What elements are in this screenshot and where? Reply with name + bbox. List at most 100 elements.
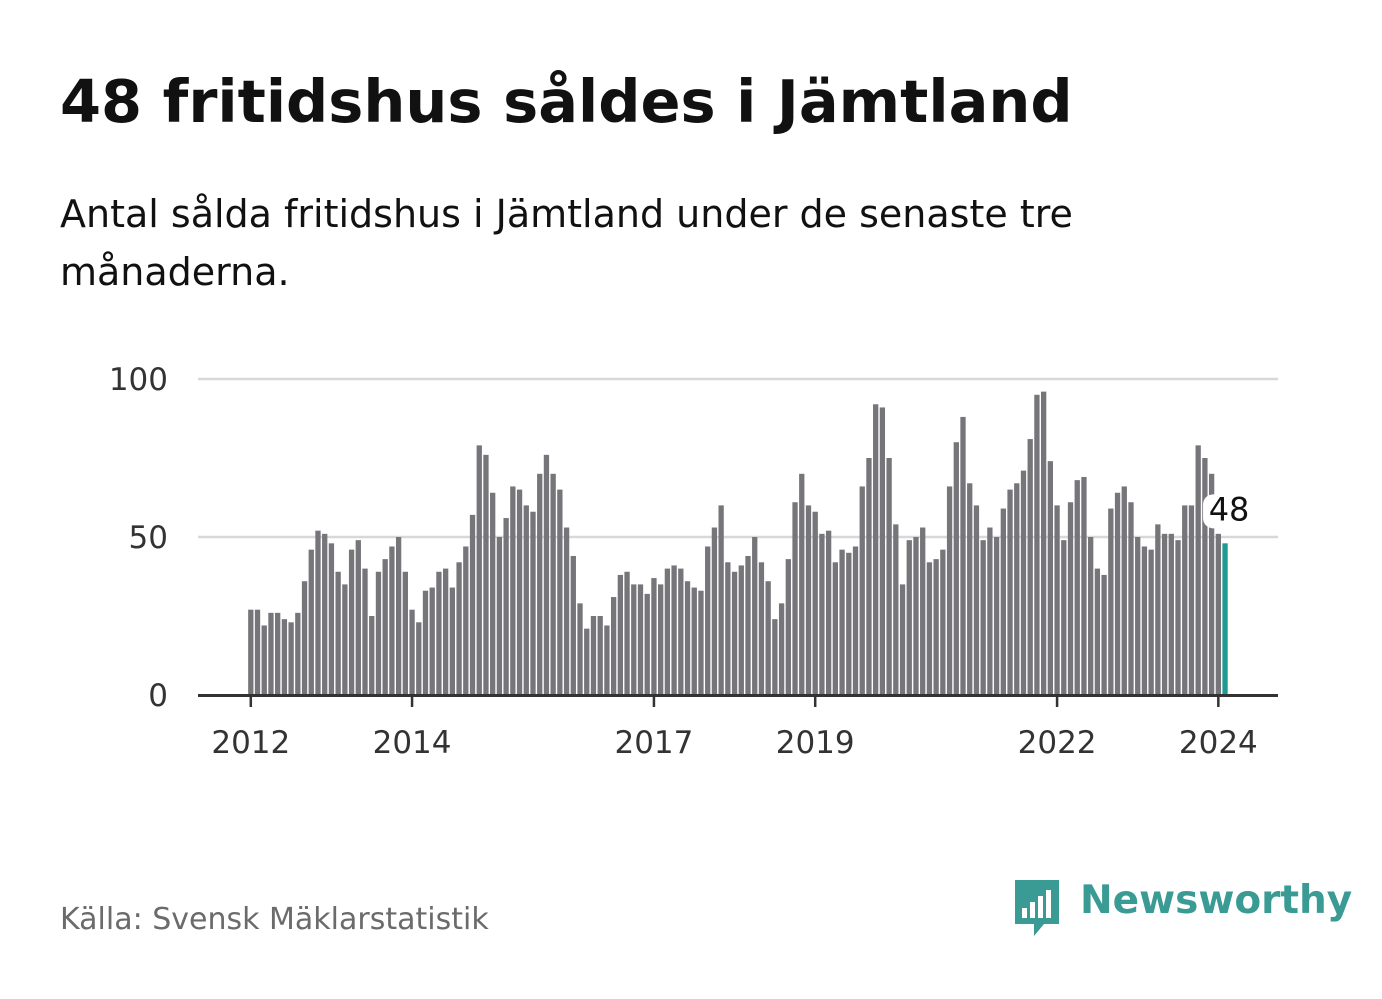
chart-speech-bubble-icon [1015, 880, 1059, 936]
bar [416, 622, 422, 695]
grid-lines [198, 377, 1278, 539]
bar [1067, 502, 1074, 695]
bar [1020, 470, 1027, 695]
bar [664, 568, 671, 695]
bar [852, 546, 859, 695]
bar [610, 597, 617, 695]
bar [973, 505, 980, 695]
bar [866, 458, 872, 695]
bar [920, 527, 926, 695]
bar [772, 619, 778, 695]
bar [476, 445, 482, 695]
bar [516, 489, 523, 695]
x-tick-label: 2017 [614, 725, 693, 761]
bar [778, 603, 785, 695]
bars [248, 391, 1228, 695]
bar [570, 555, 576, 695]
newsworthy-logo: Newsworthy [1012, 878, 1352, 940]
bar [1182, 505, 1188, 695]
bar [839, 549, 845, 695]
bar [1195, 445, 1201, 695]
bar [658, 584, 664, 695]
bar [846, 552, 852, 695]
bar [1074, 480, 1080, 695]
x-tick-label: 2012 [211, 725, 290, 761]
data-label-background [1203, 494, 1254, 529]
bar [745, 555, 751, 695]
bar [1061, 540, 1067, 695]
bar [832, 562, 838, 695]
bar [1088, 537, 1094, 695]
bar [389, 546, 395, 695]
y-axis-labels: 0 50 100 [109, 362, 168, 714]
bar [557, 489, 563, 695]
bar [1034, 394, 1040, 695]
bar [1101, 574, 1107, 695]
bar [335, 571, 341, 695]
bar [913, 537, 919, 695]
bar [328, 543, 335, 695]
highlight-value-label: 48 [1209, 490, 1250, 528]
data-labels: 48 [1203, 490, 1254, 529]
bar [395, 537, 402, 695]
bar [644, 593, 650, 695]
bar [1114, 492, 1121, 695]
bar [530, 511, 536, 695]
bar [254, 609, 261, 695]
bar [1007, 489, 1013, 695]
bar [738, 565, 744, 695]
bar [261, 625, 267, 695]
bar [281, 619, 288, 695]
bar [825, 530, 832, 695]
bar [301, 581, 308, 695]
bar [288, 622, 294, 695]
bar [899, 584, 906, 695]
bar [308, 549, 314, 695]
bar [637, 584, 644, 695]
x-tick-label: 2019 [776, 725, 855, 761]
bar [590, 616, 597, 695]
x-axis-labels: 2012 2014 2017 2019 2022 2024 [211, 725, 1257, 761]
bar [624, 571, 630, 695]
bar [550, 473, 556, 695]
bar [812, 511, 818, 695]
bar [886, 458, 892, 695]
bar [671, 565, 677, 695]
bar [490, 492, 496, 695]
bar [873, 404, 879, 695]
bar [1175, 540, 1181, 695]
brand-name: Newsworthy [1080, 878, 1353, 923]
x-tick-label: 2022 [1018, 725, 1097, 761]
bar [1014, 483, 1020, 695]
bar [819, 533, 825, 695]
bar [1208, 473, 1215, 695]
bar [926, 562, 933, 695]
bar [483, 454, 489, 695]
x-axis [198, 694, 1278, 707]
bar [1188, 505, 1195, 695]
bar [691, 587, 697, 695]
bar [449, 587, 456, 695]
bar [698, 590, 704, 695]
bar [382, 559, 388, 695]
bar [987, 527, 993, 695]
bar [1155, 524, 1161, 695]
bar [275, 612, 281, 695]
bar [1161, 533, 1168, 695]
y-tick-label: 100 [109, 362, 168, 398]
bar [268, 612, 274, 695]
bar [436, 571, 442, 695]
chart-subtitle: Antal sålda fritidshus i Jämtland under … [60, 192, 1073, 294]
bar [1148, 549, 1154, 695]
bar [631, 584, 637, 695]
bar [933, 559, 939, 695]
bar [1047, 461, 1054, 695]
x-tick-label: 2024 [1179, 725, 1258, 761]
bar [805, 505, 812, 695]
bar [711, 527, 718, 695]
bar [940, 549, 946, 695]
bar [348, 549, 355, 695]
bar [375, 571, 382, 695]
bar [496, 537, 503, 695]
